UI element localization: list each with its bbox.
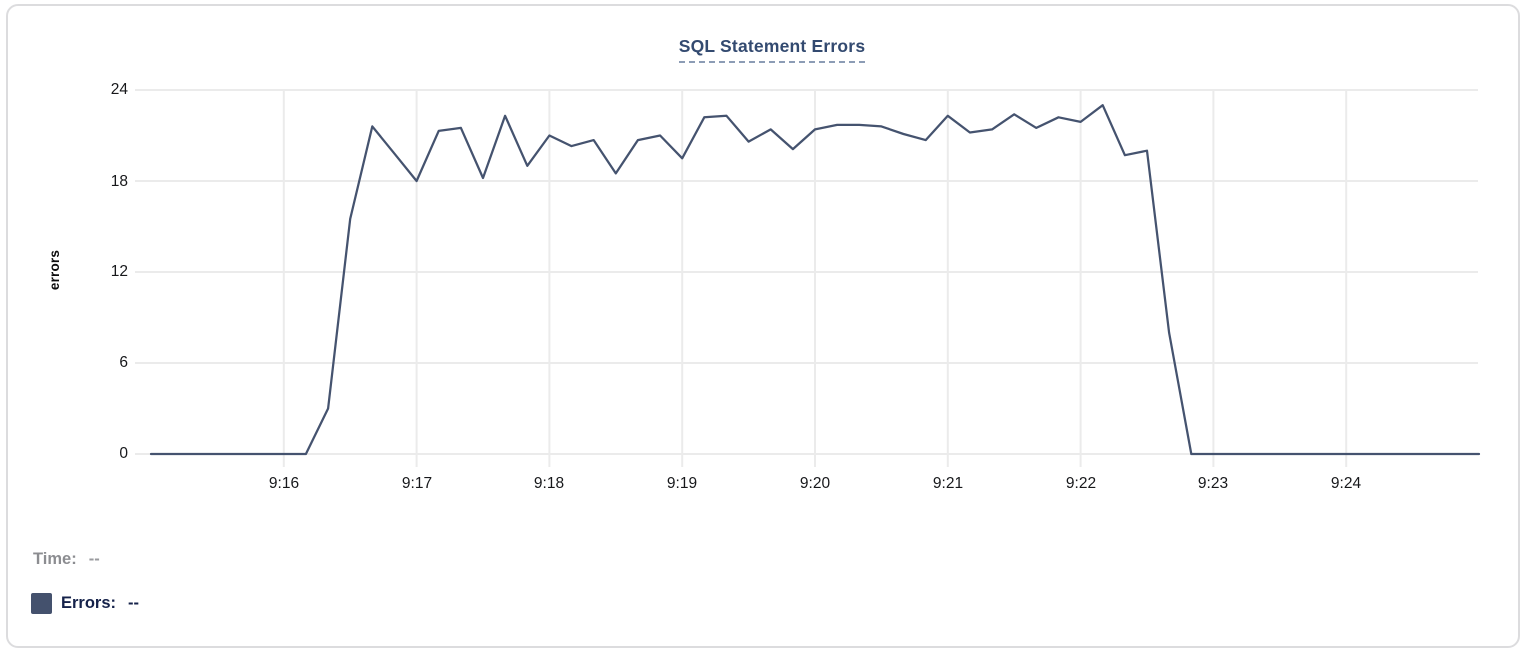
y-tick-18: 18 bbox=[110, 173, 128, 190]
sql-errors-card: SQL Statement Errors errors 24 18 12 6 0… bbox=[6, 4, 1520, 648]
y-tick-24: 24 bbox=[110, 81, 128, 98]
tooltip-errors-value: -- bbox=[128, 594, 140, 612]
errors-line-chart[interactable] bbox=[8, 6, 1528, 516]
tooltip-time-row: Time: -- bbox=[33, 550, 100, 569]
x-tick-920: 9:20 bbox=[799, 475, 831, 492]
x-tick-923: 9:23 bbox=[1197, 475, 1229, 492]
chart-title-row: SQL Statement Errors bbox=[8, 36, 1528, 63]
x-tick-917: 9:17 bbox=[401, 475, 433, 492]
x-tick-916: 9:16 bbox=[268, 475, 300, 492]
x-tick-922: 9:22 bbox=[1065, 475, 1097, 492]
x-tick-918: 9:18 bbox=[533, 475, 565, 492]
y-tick-6: 6 bbox=[119, 354, 128, 371]
tooltip-time-label: Time: bbox=[33, 550, 77, 568]
y-tick-0: 0 bbox=[119, 445, 128, 462]
x-tick-924: 9:24 bbox=[1330, 475, 1362, 492]
tooltip-errors-row: Errors: -- bbox=[31, 593, 139, 614]
tooltip-time-value: -- bbox=[88, 550, 100, 568]
tooltip-errors-label: Errors: bbox=[61, 594, 117, 612]
y-tick-12: 12 bbox=[110, 263, 128, 280]
chart-title[interactable]: SQL Statement Errors bbox=[678, 36, 866, 63]
x-tick-921: 9:21 bbox=[932, 475, 964, 492]
y-axis-title: errors bbox=[47, 249, 62, 291]
x-tick-919: 9:19 bbox=[666, 475, 698, 492]
errors-series-swatch bbox=[31, 593, 52, 614]
